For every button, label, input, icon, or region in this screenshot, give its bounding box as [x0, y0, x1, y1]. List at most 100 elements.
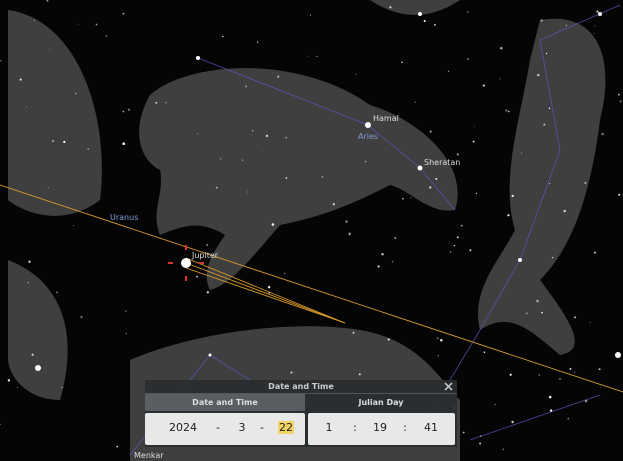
star [116, 446, 118, 448]
star [500, 47, 502, 49]
star [508, 111, 509, 112]
star [473, 141, 475, 143]
star [222, 36, 223, 37]
star-label: Hamal [373, 114, 399, 123]
star [618, 194, 620, 196]
second-field[interactable]: 41 [424, 421, 438, 434]
star [392, 261, 394, 263]
star [511, 421, 513, 423]
star [316, 56, 317, 57]
star [415, 101, 416, 102]
star [165, 102, 166, 103]
star [196, 276, 198, 278]
star [257, 41, 258, 42]
star [381, 253, 383, 255]
star [216, 187, 218, 189]
star [448, 71, 449, 72]
star [290, 372, 292, 374]
star [599, 368, 601, 370]
date-separator: - [216, 421, 220, 434]
star [52, 140, 54, 142]
month-field[interactable]: 3 [239, 421, 246, 434]
star [594, 26, 595, 27]
star [80, 316, 82, 318]
star [469, 249, 471, 251]
star [75, 93, 77, 95]
star [476, 193, 477, 194]
star [567, 418, 568, 419]
star [566, 25, 567, 26]
constellation-label: Aries [358, 132, 378, 141]
star [596, 11, 598, 13]
star [345, 220, 348, 223]
star [500, 78, 501, 79]
star [541, 312, 543, 314]
star [0, 60, 2, 62]
star [310, 15, 311, 16]
star [461, 225, 463, 227]
planet-label: Uranus [110, 213, 138, 222]
star [495, 404, 496, 405]
star [389, 6, 391, 8]
star [505, 109, 507, 111]
star [197, 133, 198, 134]
close-button[interactable] [444, 382, 453, 391]
date-fields: 2024 - 3 - 22 [145, 413, 305, 445]
star [122, 142, 125, 145]
star [206, 244, 208, 246]
star [247, 192, 248, 193]
star [34, 20, 35, 21]
star [585, 400, 588, 403]
star [242, 159, 244, 161]
date-separator: - [260, 421, 264, 434]
star [96, 24, 98, 26]
star [48, 187, 49, 188]
star [50, 49, 51, 50]
star [286, 177, 288, 179]
star [526, 312, 528, 314]
star [78, 24, 79, 25]
star [457, 153, 459, 155]
minute-field[interactable]: 19 [373, 421, 387, 434]
star [594, 252, 596, 254]
star [106, 35, 107, 36]
star [308, 56, 309, 57]
star [61, 387, 62, 388]
star [266, 135, 268, 137]
star [483, 84, 485, 86]
star [257, 145, 258, 146]
star [252, 289, 253, 290]
star [454, 245, 455, 246]
star [20, 79, 22, 81]
star [512, 195, 514, 197]
star [394, 237, 396, 239]
star [245, 85, 247, 87]
tab-date-time[interactable]: Date and Time [145, 394, 305, 411]
stellarium-view: Hamal Aries Sheratan Uranus Jupiter Menk… [0, 0, 623, 461]
star [549, 183, 550, 184]
star-label: Menkar [134, 451, 164, 460]
star [467, 58, 468, 59]
day-field[interactable]: 22 [278, 421, 294, 434]
star [620, 100, 622, 102]
star [402, 198, 404, 200]
star [32, 354, 34, 356]
star [333, 203, 335, 205]
star [123, 13, 125, 15]
star [539, 374, 540, 375]
time-separator: : [353, 421, 357, 434]
star [590, 322, 591, 323]
tab-julian-day[interactable]: Julian Day [305, 394, 457, 411]
star [434, 24, 436, 26]
star [601, 133, 604, 136]
year-field[interactable]: 2024 [169, 421, 197, 434]
star [268, 286, 270, 288]
star [467, 11, 468, 12]
star [457, 236, 459, 238]
hour-field[interactable]: 1 [326, 421, 333, 434]
star [26, 106, 27, 107]
star [463, 432, 465, 434]
star [365, 161, 366, 162]
star [353, 332, 355, 334]
star [474, 127, 475, 128]
